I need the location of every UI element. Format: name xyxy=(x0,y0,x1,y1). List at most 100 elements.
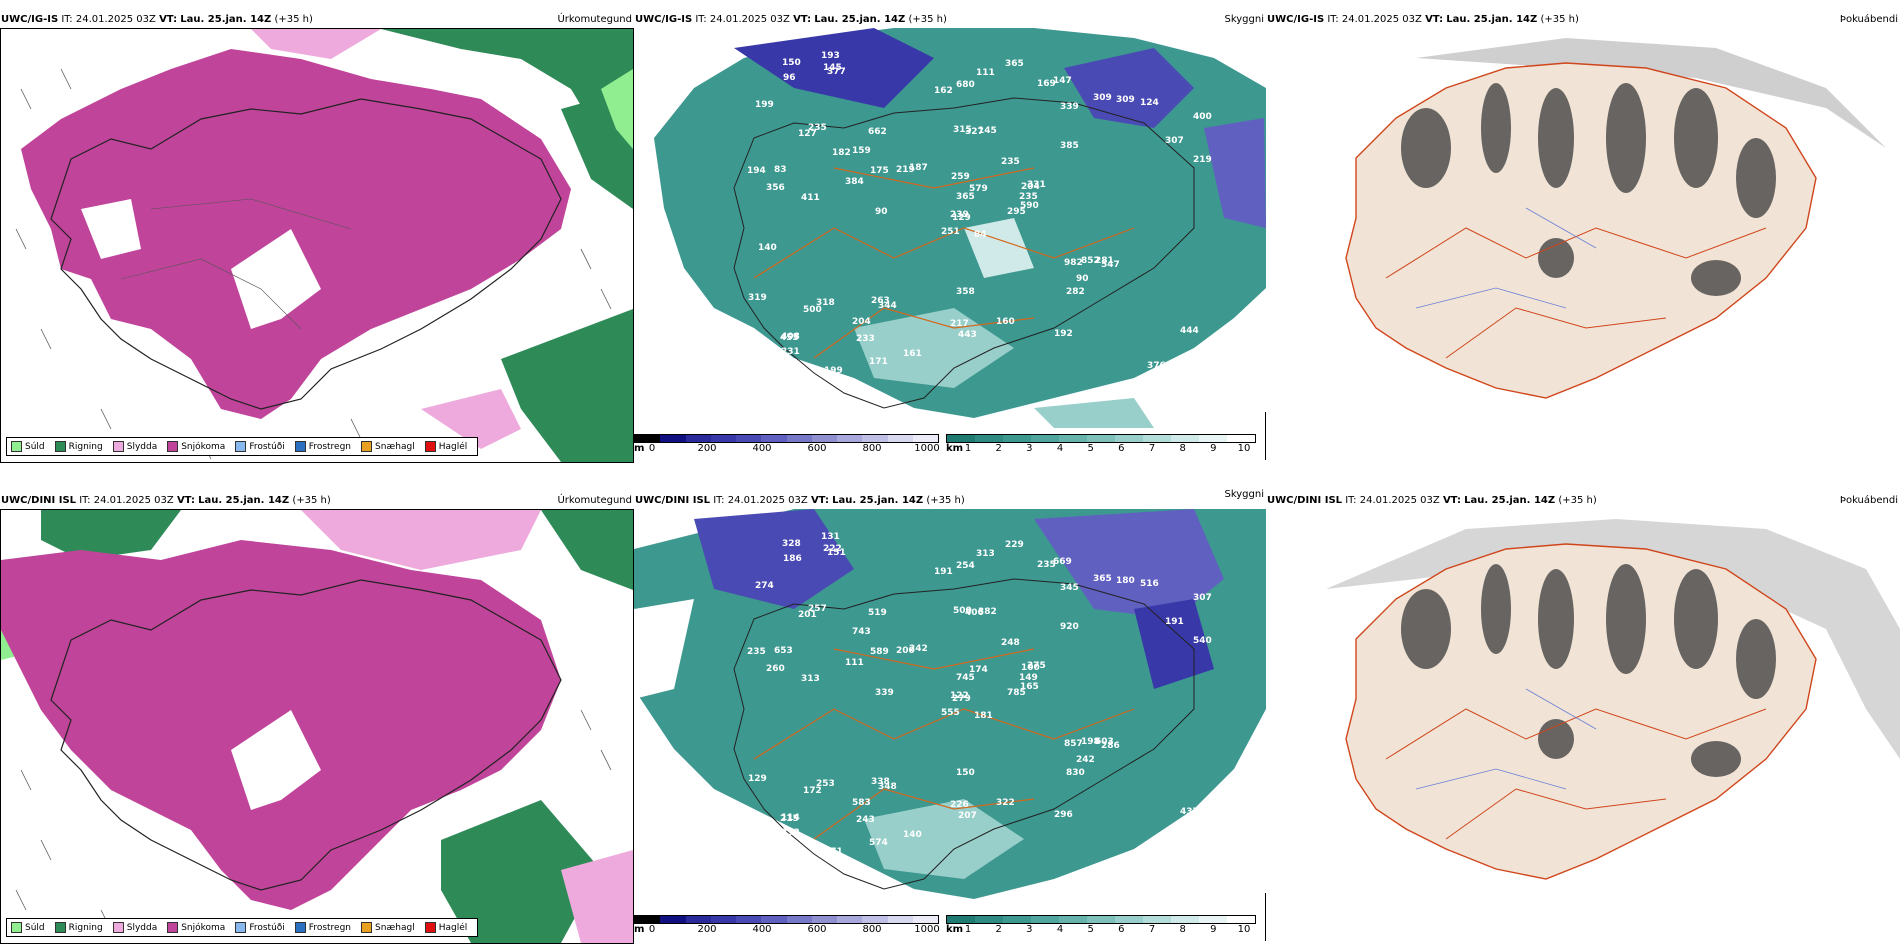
cloud-base-label: 140 xyxy=(758,243,777,253)
colorbar-tick-label: 400 xyxy=(752,443,772,454)
cloud-base-label: 165 xyxy=(1020,682,1039,692)
colorbar-segment xyxy=(1059,435,1087,442)
legend-item: Frostregn xyxy=(294,922,351,933)
cloud-base-label: 194 xyxy=(747,166,766,176)
colorbar-tick-label: 3 xyxy=(1026,443,1033,454)
colorbar-segment xyxy=(837,435,863,442)
cloud-base-label: 83 xyxy=(774,165,787,175)
cloud-base-label: 830 xyxy=(1066,768,1085,778)
colorbar-tick-label: 1000 xyxy=(914,443,940,454)
cloud-base-label: 207 xyxy=(958,811,977,821)
cloud-base-label: 198 xyxy=(1081,737,1100,747)
cloud-base-label: 443 xyxy=(958,330,977,340)
colorbar-segment xyxy=(1003,435,1031,442)
cloud-base-label: 114 xyxy=(781,813,800,823)
cloud-base-label: 162 xyxy=(934,86,953,96)
panel-header: UWC/IG-IS IT: 24.01.2025 03Z VT: Lau. 25… xyxy=(0,12,634,28)
cloud-base-label: 231 xyxy=(781,347,800,357)
cloud-base-label: 129 xyxy=(952,213,971,223)
precip-map: Súld Rigning Slydda Snjókoma Frostúði Frostre… xyxy=(0,509,634,944)
cloud-base-label: 175 xyxy=(870,166,889,176)
cloud-base-label: 318 xyxy=(816,298,835,308)
panel-title: Skyggni xyxy=(1224,489,1264,500)
cloud-base-label: 279 xyxy=(952,694,971,704)
cloud-base-label: 315 xyxy=(953,125,972,135)
panel-title: Þokuábendi xyxy=(1839,14,1898,25)
legend-item: Frostúði xyxy=(235,922,285,933)
legend-swatch xyxy=(235,441,247,452)
cloud-base-label: 328 xyxy=(782,539,801,549)
cloud-base-label: 411 xyxy=(801,193,820,203)
legend-label: Slydda xyxy=(126,441,158,452)
colorbar-tick-label: 4 xyxy=(1056,924,1064,935)
precip-map: Súld Rigning Slydda Snjókoma Frostúði Frostre… xyxy=(0,28,634,463)
cloud-base-label: 547 xyxy=(1101,260,1120,270)
legend-item: Slydda xyxy=(112,922,158,933)
colorbar-tick-label: 600 xyxy=(807,443,827,454)
colorbar-segment xyxy=(761,916,787,923)
legend-swatch xyxy=(235,922,247,933)
cloud-base-label: 365 xyxy=(956,192,975,202)
cloud-base-label: 147 xyxy=(1053,76,1072,86)
colorbar-tick-label: 2 xyxy=(995,924,1002,935)
colorbar-segment xyxy=(862,916,888,923)
cloud-base-label: 111 xyxy=(845,658,864,668)
cloud-base-label: 365 xyxy=(1005,59,1024,69)
legend-label: Frostúði xyxy=(249,922,285,933)
colorbar-segment xyxy=(1227,916,1255,923)
cloud-base-label: 229 xyxy=(1005,540,1024,550)
cloud-base-label: 282 xyxy=(1066,287,1085,297)
colorbar-segment xyxy=(1143,916,1171,923)
legend-label: Súld xyxy=(25,922,45,933)
cloud-base-label: 140 xyxy=(903,830,922,840)
cloud-base-label: 219 xyxy=(896,165,915,175)
colorbar-segment xyxy=(887,435,913,442)
cloud-base-label: 200 xyxy=(896,646,915,656)
legend-item: Súld xyxy=(11,441,45,452)
legend-swatch xyxy=(294,922,306,933)
cloud-base-label: 319 xyxy=(748,293,767,303)
cloud-base-label: 243 xyxy=(856,815,875,825)
cloud-base-label: 263 xyxy=(871,296,890,306)
cloud-base-label: 204 xyxy=(1021,182,1040,192)
cloud-base-label: 215 xyxy=(780,814,799,824)
legend-label: Haglél xyxy=(438,441,468,452)
cloud-base-label: 201 xyxy=(798,610,817,620)
legend-label: Súld xyxy=(25,441,45,452)
model-name: UWC/IG-IS xyxy=(1267,14,1325,25)
colorbar-segment xyxy=(761,435,787,442)
cloud-base-label: 181 xyxy=(974,711,993,721)
colorbar-segment xyxy=(975,916,1003,923)
cloud-base-label: 326 xyxy=(1185,842,1204,852)
cloud-base-colorbar: m 0 200 400 600 800 1000 xyxy=(634,915,940,937)
legend-label: Snæhagl xyxy=(375,922,415,933)
colorbar-segment xyxy=(635,435,661,442)
cloud-base-label: 444 xyxy=(1180,326,1199,336)
colorbar-segment xyxy=(811,435,837,442)
cloud-base-label: 745 xyxy=(956,673,975,683)
cloud-base-label: 384 xyxy=(845,177,864,187)
cloud-base-label: 982 xyxy=(1064,258,1083,268)
cloud-base-label: 252 xyxy=(781,828,800,838)
cloud-base-label: 131 xyxy=(821,532,840,542)
legend-item: Slydda xyxy=(112,441,158,452)
precip-type-legend: Súld Rigning Slydda Snjókoma Frostúði Frostre… xyxy=(6,437,479,456)
legend-label: Rigning xyxy=(68,922,103,933)
colorbar-tick-label: 8 xyxy=(1179,924,1186,935)
legend-label: Slydda xyxy=(126,922,158,933)
colorbar-tick-label: 0 xyxy=(648,443,656,454)
colorbar-segment xyxy=(710,435,736,442)
precip-type-legend: Súld Rigning Slydda Snjókoma Frostúði Frostre… xyxy=(6,918,479,937)
cloud-base-label: 344 xyxy=(878,301,897,311)
cloud-base-label: 248 xyxy=(1001,638,1020,648)
cloud-base-label: 254 xyxy=(956,561,975,571)
cloud-base-label: 180 xyxy=(1116,576,1135,586)
colorbar-segment xyxy=(1087,435,1115,442)
legend-label: Frostregn xyxy=(308,441,352,452)
colorbar-segment xyxy=(811,916,837,923)
cloud-base-label: 182 xyxy=(832,148,851,158)
colorbar-segment xyxy=(1087,916,1115,923)
panel-title: Þokuábendi xyxy=(1839,495,1898,506)
colorbar-segment xyxy=(947,435,975,442)
legend-swatch xyxy=(424,922,436,933)
